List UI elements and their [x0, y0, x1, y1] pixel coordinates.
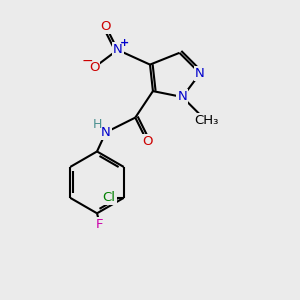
Text: O: O [142, 135, 152, 148]
Text: +: + [119, 38, 129, 48]
Text: N: N [113, 44, 122, 56]
Text: N: N [101, 126, 111, 139]
Text: N: N [178, 91, 187, 103]
Text: Cl: Cl [103, 191, 116, 204]
Text: N: N [195, 67, 205, 80]
Text: F: F [96, 218, 104, 231]
Text: −: − [82, 54, 93, 68]
Text: O: O [100, 20, 111, 33]
Text: O: O [89, 61, 99, 74]
Text: CH₃: CH₃ [194, 114, 218, 127]
Text: H: H [92, 118, 102, 130]
